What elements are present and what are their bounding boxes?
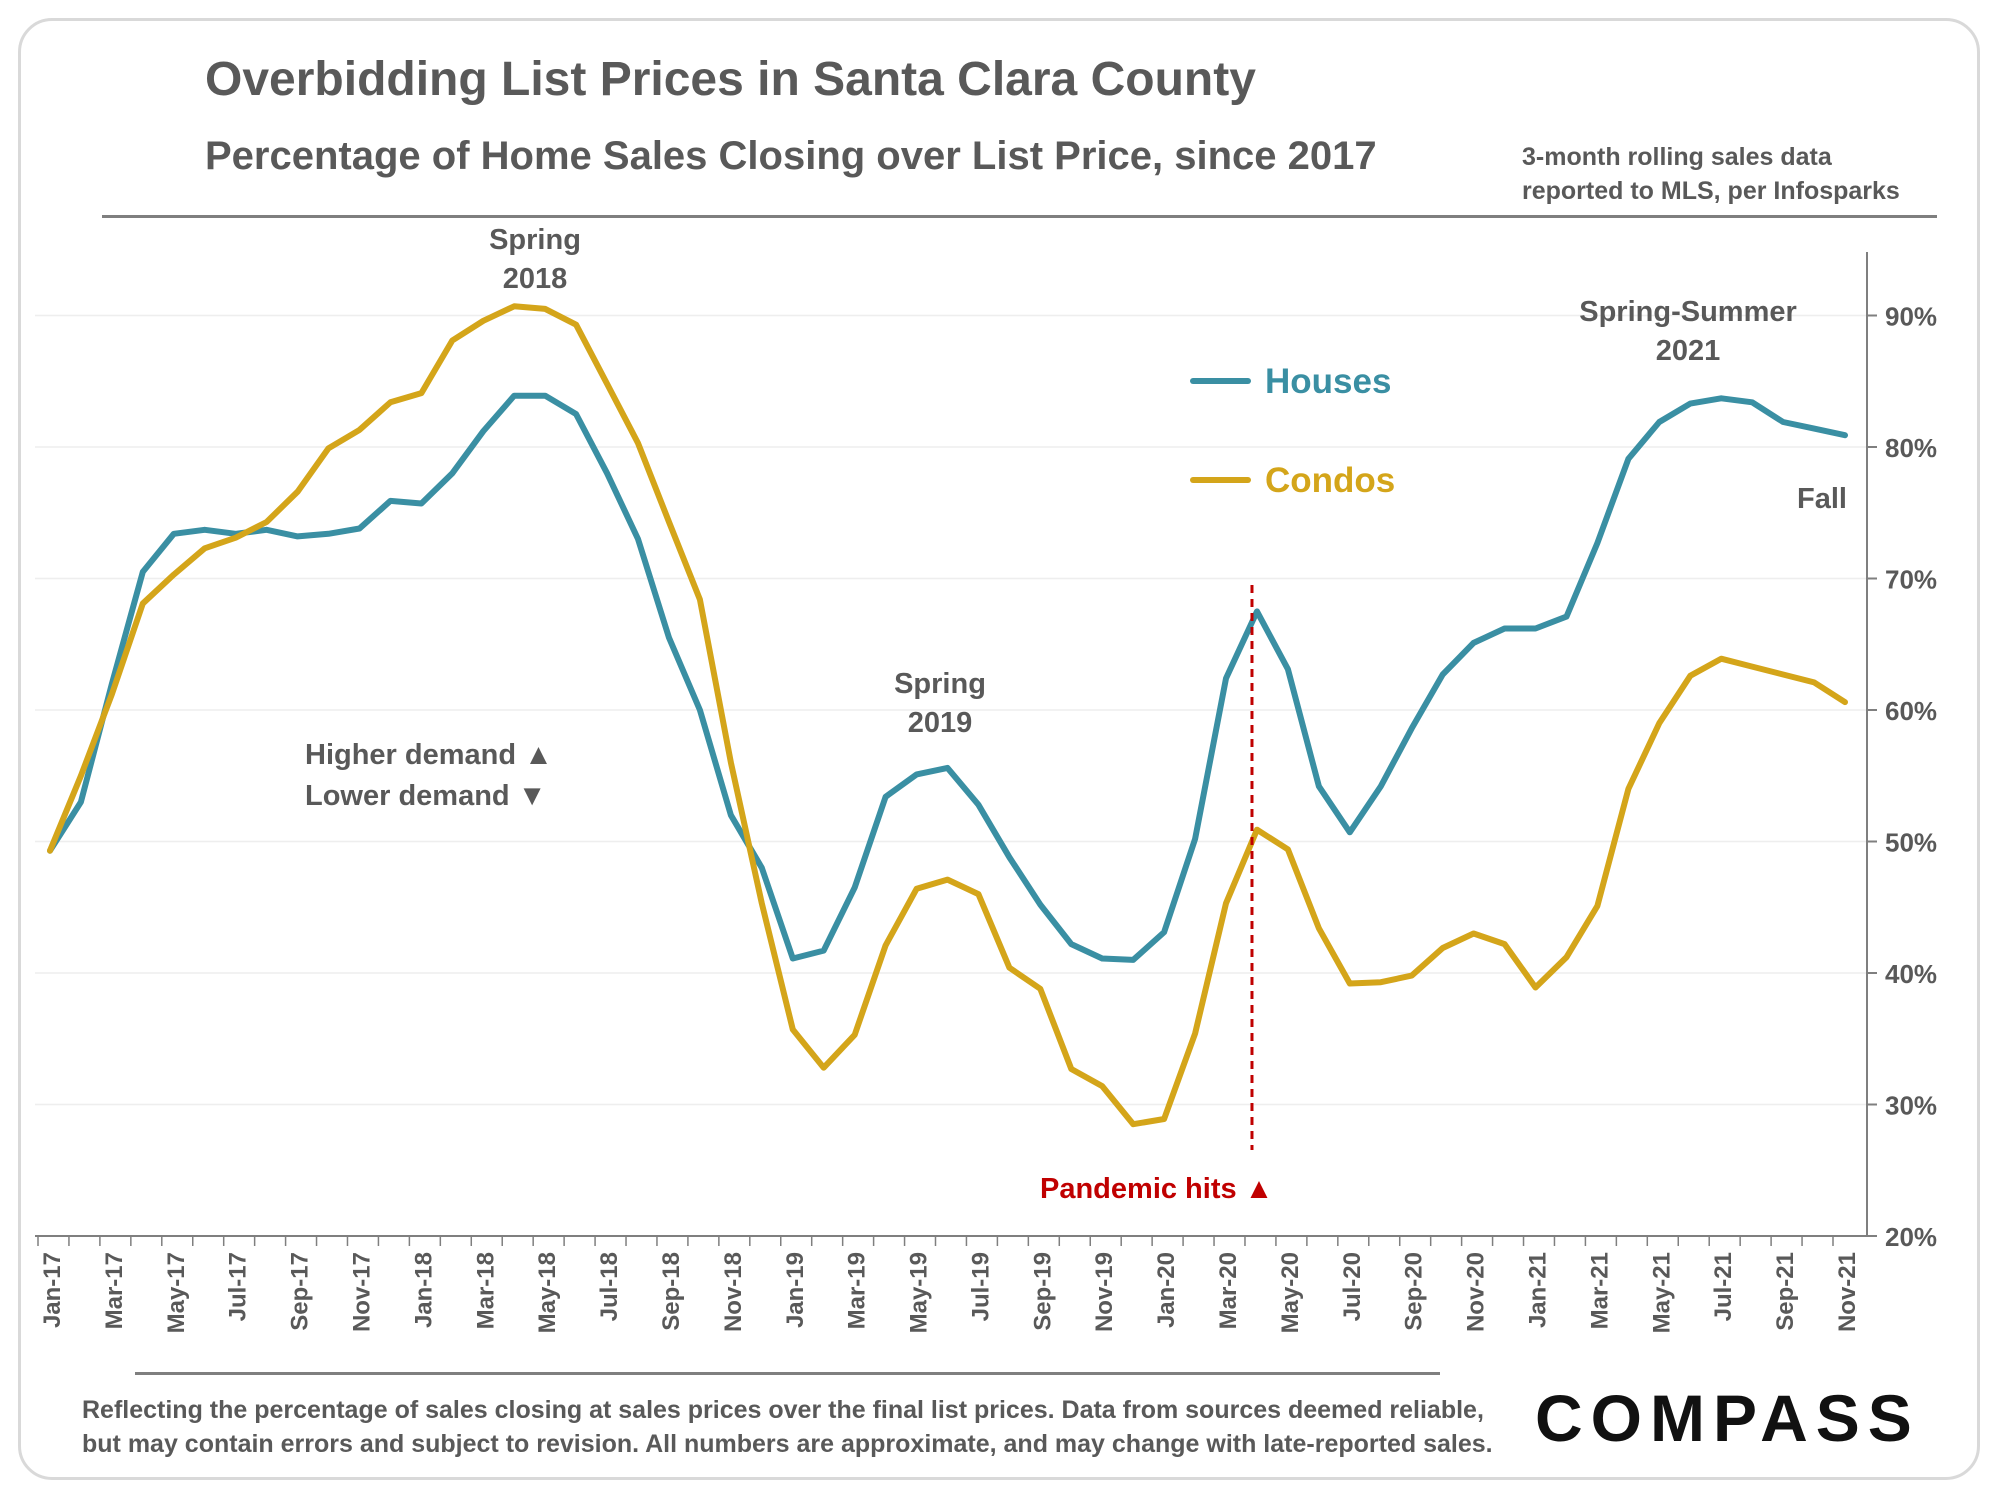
x-tick-label-Sep-20: Sep-20 <box>1401 1252 1428 1331</box>
footnote: Reflecting the percentage of sales closi… <box>82 1393 1493 1461</box>
legend-houses-label: Houses <box>1265 362 1391 401</box>
note-line-1: 3-month rolling sales data <box>1522 143 1832 171</box>
chart-subtitle: Percentage of Home Sales Closing over Li… <box>205 134 1377 178</box>
compass-logo: COMPASS <box>1535 1381 1920 1455</box>
footer-divider <box>135 1372 1440 1375</box>
footnote-line-2: but may contain errors and subject to re… <box>82 1430 1493 1458</box>
x-tick-label-Sep-21: Sep-21 <box>1772 1252 1799 1331</box>
x-tick-label-Nov-20: Nov-20 <box>1463 1252 1490 1332</box>
x-tick-label-Nov-17: Nov-17 <box>348 1252 375 1332</box>
pandemic-label: Pandemic hits ▲ <box>1040 1173 1273 1205</box>
x-tick-label-Sep-19: Sep-19 <box>1029 1252 1056 1331</box>
grid-lines <box>35 314 1867 1106</box>
y-tick-label-40: 40% <box>1885 959 1937 989</box>
x-tick-label-May-21: May-21 <box>1648 1252 1675 1333</box>
legend-condos-label: Condos <box>1265 461 1395 500</box>
x-tick-label-Jan-20: Jan-20 <box>1153 1252 1180 1328</box>
axes <box>35 252 1877 1237</box>
y-tick-label-50: 50% <box>1885 828 1937 858</box>
annotations-layer: Spring 2018 Spring 2019 Spring-Summer 20… <box>305 224 1847 1205</box>
x-axis-labels: Jan-17 Mar-17 May-17 Jul-17 Sep-17 Nov-17 Jan-… <box>39 1252 1861 1333</box>
x-tick-label-May-20: May-20 <box>1277 1252 1304 1333</box>
spring-2018-label-1: Spring <box>489 224 581 256</box>
spring-2019-label-1: Spring <box>894 668 986 700</box>
y-axis-labels: 20% 30% 40% 50% 60% 70% 80% 90% <box>1885 302 1937 1253</box>
fall-label: Fall <box>1797 483 1847 515</box>
data-source-note: 3-month rolling sales data reported to M… <box>1522 140 1900 208</box>
x-tick-label-Jan-17: Jan-17 <box>39 1252 66 1328</box>
x-tick-label-May-18: May-18 <box>534 1252 561 1333</box>
x-tick-label-Nov-21: Nov-21 <box>1834 1252 1861 1332</box>
x-tick-label-Jan-19: Jan-19 <box>782 1252 809 1328</box>
legend: Houses Condos <box>1190 362 1395 500</box>
x-tick-label-Jan-21: Jan-21 <box>1525 1252 1552 1328</box>
spring-2018-label-2: 2018 <box>503 263 568 295</box>
x-axis-ticks <box>37 1236 1834 1246</box>
series-line-houses <box>47 392 1848 963</box>
x-tick-label-Nov-19: Nov-19 <box>1091 1252 1118 1332</box>
x-tick-label-Jul-17: Jul-17 <box>225 1252 252 1321</box>
x-tick-label-Sep-18: Sep-18 <box>658 1252 685 1331</box>
y-tick-label-90: 90% <box>1885 302 1937 332</box>
x-tick-label-Mar-18: Mar-18 <box>472 1252 499 1329</box>
y-tick-label-20: 20% <box>1885 1222 1937 1252</box>
spring-2019-label-2: 2019 <box>908 707 973 739</box>
x-tick-label-Jul-19: Jul-19 <box>967 1252 994 1321</box>
x-tick-label-Jul-21: Jul-21 <box>1710 1252 1737 1321</box>
header-divider <box>102 215 1937 218</box>
x-tick-label-Jul-20: Jul-20 <box>1339 1252 1366 1321</box>
series-lines <box>47 303 1848 1128</box>
x-tick-label-Mar-19: Mar-19 <box>844 1252 871 1329</box>
spring-summer-2021-label-2: 2021 <box>1656 335 1721 367</box>
x-tick-label-May-17: May-17 <box>163 1252 190 1333</box>
y-tick-label-80: 80% <box>1885 433 1937 463</box>
chart-title: Overbidding List Prices in Santa Clara C… <box>205 53 1256 106</box>
x-tick-label-May-19: May-19 <box>906 1252 933 1333</box>
x-tick-label-Jan-18: Jan-18 <box>410 1252 437 1328</box>
lower-demand-label: Lower demand ▼ <box>305 780 546 812</box>
x-tick-label-Mar-17: Mar-17 <box>101 1252 128 1329</box>
y-tick-label-60: 60% <box>1885 696 1937 726</box>
footnote-line-1: Reflecting the percentage of sales closi… <box>82 1396 1484 1424</box>
x-tick-label-Mar-21: Mar-21 <box>1586 1252 1613 1329</box>
spring-summer-2021-label-1: Spring-Summer <box>1579 296 1797 328</box>
note-line-2: reported to MLS, per Infosparks <box>1522 177 1900 205</box>
x-tick-label-Sep-17: Sep-17 <box>287 1252 314 1331</box>
higher-demand-label: Higher demand ▲ <box>305 739 553 771</box>
y-tick-label-70: 70% <box>1885 565 1937 595</box>
series-line-condos <box>47 303 1848 1128</box>
x-tick-label-Jul-18: Jul-18 <box>596 1252 623 1321</box>
x-tick-label-Nov-18: Nov-18 <box>720 1252 747 1332</box>
x-tick-label-Mar-20: Mar-20 <box>1215 1252 1242 1329</box>
y-tick-label-30: 30% <box>1885 1091 1937 1121</box>
